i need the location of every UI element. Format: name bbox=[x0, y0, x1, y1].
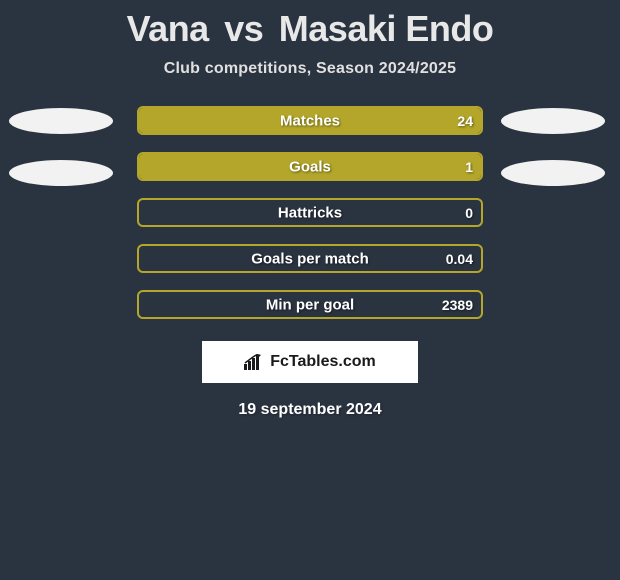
stat-bars: Matches 24 Goals 1 Hattricks 0 Goals per match… bbox=[137, 106, 483, 319]
bar-value-right: 0.04 bbox=[446, 251, 473, 267]
subtitle: Club competitions, Season 2024/2025 bbox=[0, 60, 620, 78]
comparison-card: Vana vs Masaki Endo Club competitions, S… bbox=[0, 0, 620, 419]
bar-value-right: 2389 bbox=[442, 297, 473, 313]
page-title: Vana vs Masaki Endo bbox=[0, 8, 620, 50]
bar-label: Matches bbox=[280, 112, 340, 129]
stat-bar: Min per goal 2389 bbox=[137, 290, 483, 319]
title-vs: vs bbox=[224, 8, 263, 49]
player1-flag bbox=[9, 160, 113, 186]
stat-bar: Matches 24 bbox=[137, 106, 483, 135]
stat-bar: Hattricks 0 bbox=[137, 198, 483, 227]
bar-label: Min per goal bbox=[266, 296, 354, 313]
bar-label: Goals per match bbox=[251, 250, 369, 267]
chart-bar-icon bbox=[244, 354, 264, 370]
left-avatar-col bbox=[9, 106, 119, 186]
player2-avatar bbox=[501, 108, 605, 134]
stat-bar: Goals 1 bbox=[137, 152, 483, 181]
player1-avatar bbox=[9, 108, 113, 134]
stat-bar: Goals per match 0.04 bbox=[137, 244, 483, 273]
title-player1: Vana bbox=[127, 8, 209, 49]
brand-box[interactable]: FcTables.com bbox=[202, 341, 418, 383]
bar-label: Goals bbox=[289, 158, 331, 175]
brand-text: FcTables.com bbox=[270, 353, 376, 371]
main-row: Matches 24 Goals 1 Hattricks 0 Goals per match… bbox=[0, 106, 620, 319]
date-line: 19 september 2024 bbox=[0, 401, 620, 419]
bar-value-right: 24 bbox=[457, 113, 473, 129]
player2-flag bbox=[501, 160, 605, 186]
bar-value-right: 1 bbox=[465, 159, 473, 175]
right-avatar-col bbox=[501, 106, 611, 186]
bar-value-right: 0 bbox=[465, 205, 473, 221]
bar-label: Hattricks bbox=[278, 204, 342, 221]
title-player2: Masaki Endo bbox=[279, 8, 494, 49]
